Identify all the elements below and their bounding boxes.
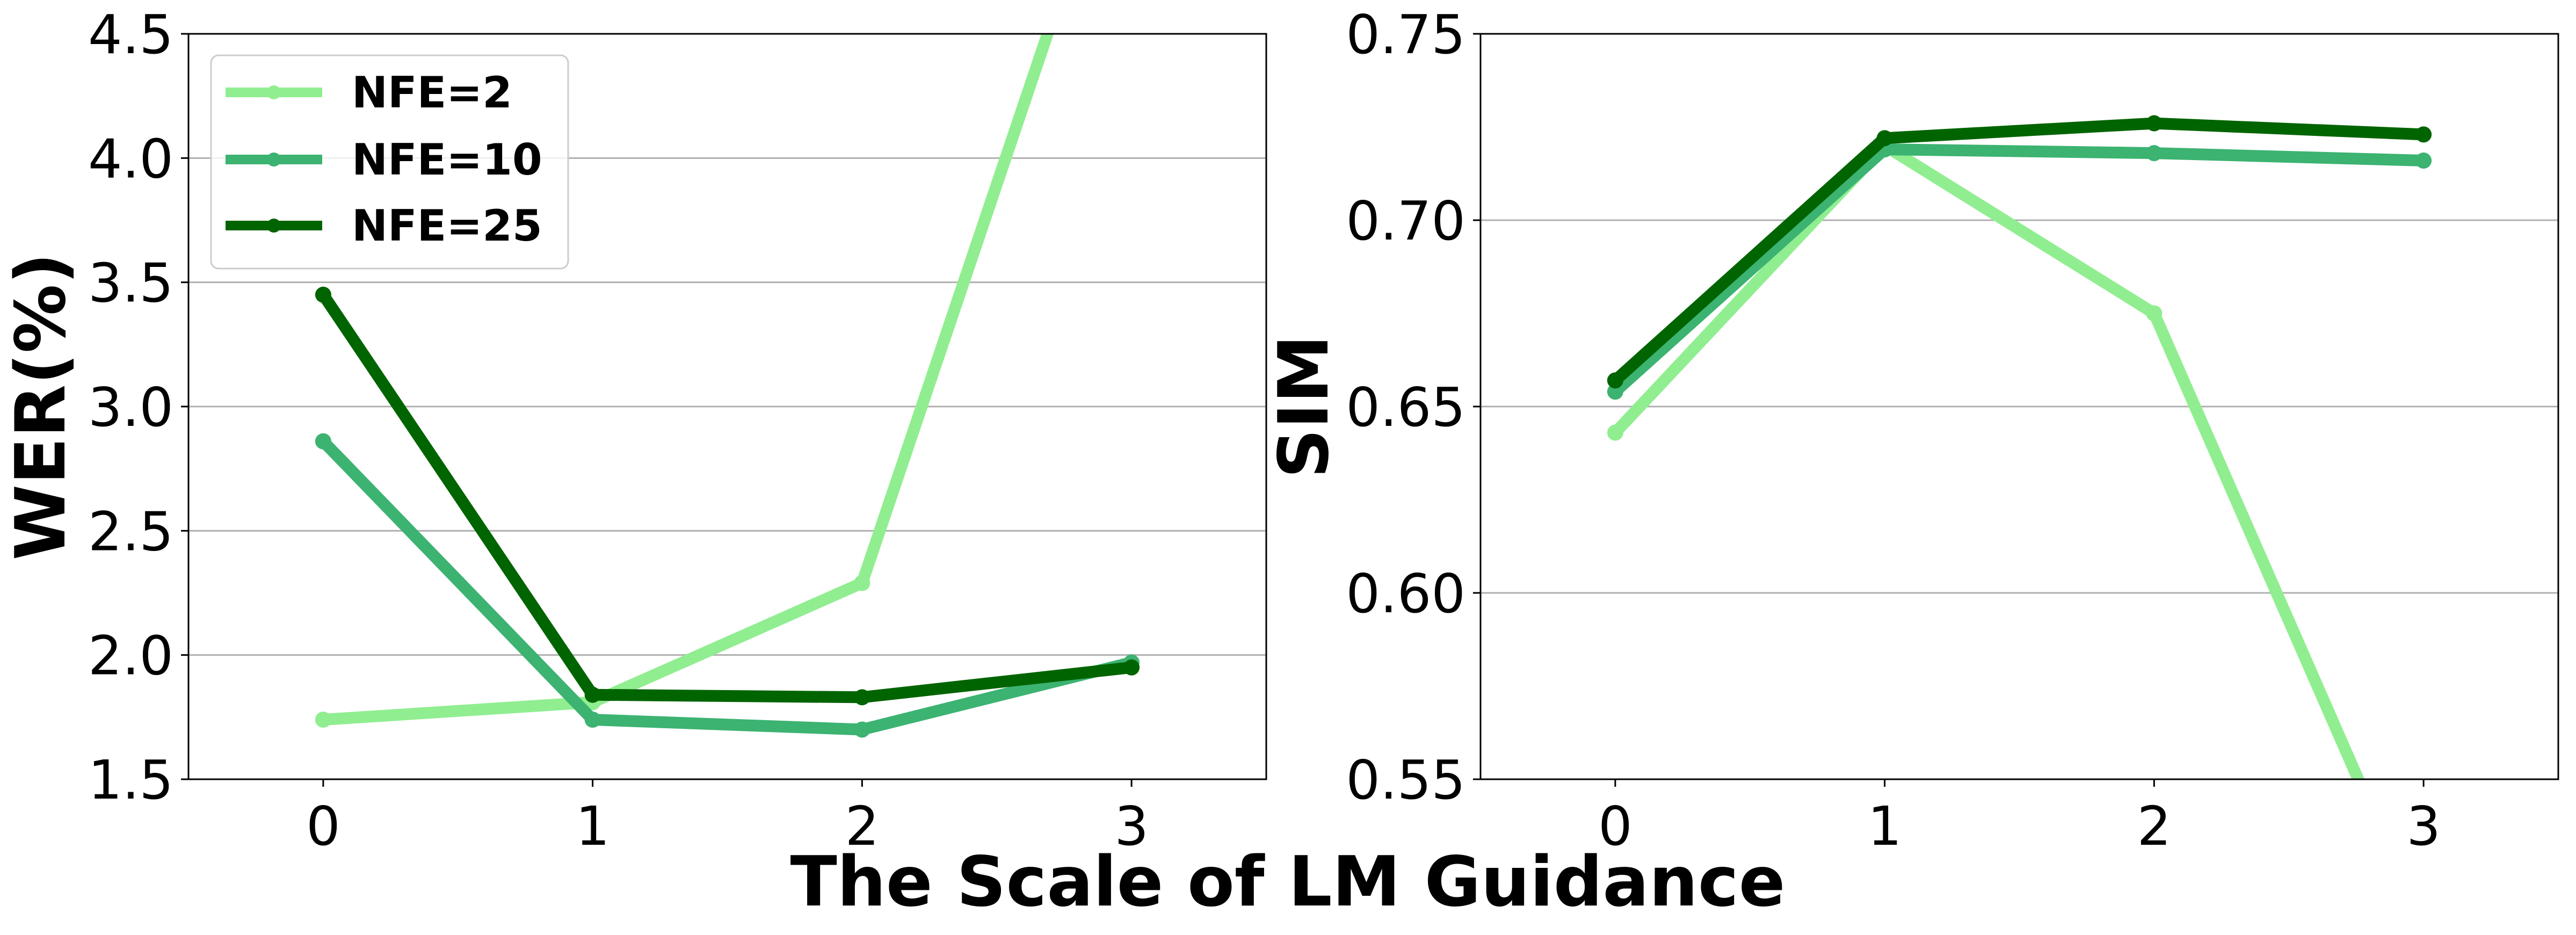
wer-series-line-nfe-10 (318, 437, 1133, 736)
sim-y-tick-label-0-60: 0.60 (1346, 562, 1465, 625)
legend-box (210, 54, 569, 270)
legend-entry-nfe-10: NFE=10 (226, 135, 542, 185)
sim-point-nfe-2-x3 (2415, 920, 2432, 935)
sim-x-tick-label-3: 3 (2406, 795, 2441, 858)
wer-point-nfe-25-x2 (854, 689, 870, 706)
sim-y-tick-label-0-55: 0.55 (1346, 749, 1465, 811)
legend-label-nfe-25: NFE=25 (352, 201, 542, 251)
wer-y-tick-label-3-5: 3.5 (88, 252, 173, 315)
sim-y-ticks: 0.55 0.60 0.65 0.70 0.75 (1346, 3, 1481, 811)
wer-y-tick-label-2-0: 2.0 (88, 625, 173, 687)
wer-y-tick-label-3-0: 3.0 (88, 376, 173, 439)
sim-plot-area (1607, 115, 2432, 935)
wer-series-line-nfe-25 (318, 291, 1133, 704)
shared-x-axis-title: The Scale of LM Guidance (790, 842, 1785, 922)
wer-series-group (315, 34, 1140, 738)
legend-entry-nfe-2: NFE=2 (226, 68, 512, 118)
sim-y-tick-label-0-70: 0.70 (1346, 190, 1465, 252)
legend-label-nfe-2: NFE=2 (352, 68, 512, 118)
sim-x-tick-label-2: 2 (2137, 795, 2172, 858)
wer-point-nfe-10-x1 (584, 711, 601, 728)
sim-point-nfe-25-x2 (2146, 115, 2163, 132)
sim-y-tick-label-0-75: 0.75 (1346, 3, 1465, 66)
sim-point-nfe-10-x2 (2146, 145, 2163, 162)
sim-point-nfe-25-x3 (2415, 126, 2432, 143)
sim-y-tick-label-0-65: 0.65 (1346, 376, 1465, 439)
sim-point-nfe-10-x3 (2415, 152, 2432, 169)
legend: NFE=2 NFE=10 NFE=25 (210, 54, 569, 270)
wer-point-nfe-25-x1 (584, 686, 601, 703)
wer-series-line-nfe-2 (323, 34, 1054, 726)
wer-point-nfe-2-x0 (315, 711, 331, 728)
sim-series-line-nfe-10 (1611, 143, 2424, 396)
sim-x-tick-label-1: 1 (1868, 795, 1902, 858)
sim-y-axis-title: SIM (1264, 335, 1344, 478)
wer-point-nfe-2-x2 (854, 575, 870, 591)
wer-plot-area (315, 34, 1140, 738)
sim-point-nfe-25-x1 (1876, 130, 1893, 147)
sim-point-nfe-10-x0 (1607, 383, 1623, 400)
wer-x-tick-label-0: 0 (306, 795, 340, 858)
wer-point-nfe-25-x3 (1123, 659, 1140, 676)
sim-chart-panel: 0 1 2 3 0.55 0.60 0.65 0.70 0.75 SIM (1264, 3, 2559, 935)
wer-y-tick-label-2-5: 2.5 (88, 500, 173, 563)
wer-y-tick-label-1-5: 1.5 (88, 749, 173, 811)
wer-y-tick-label-4-0: 4.0 (88, 127, 173, 190)
legend-entry-nfe-25: NFE=25 (226, 201, 542, 251)
wer-y-ticks: 1.5 2.0 2.5 3.0 3.5 4.0 4.5 (88, 3, 188, 811)
sim-point-nfe-25-x0 (1607, 372, 1623, 389)
wer-point-nfe-25-x0 (315, 286, 331, 303)
wer-chart-panel: 0 1 2 3 1.5 2.0 2.5 3.0 3.5 4.0 4.5 WER(%) NFE=2 … (1, 3, 1267, 858)
wer-x-tick-label-1: 1 (576, 795, 610, 858)
sim-point-nfe-2-x2 (2146, 305, 2163, 322)
wer-x-tick-label-3: 3 (1114, 795, 1149, 858)
sim-series-line-nfe-2 (1610, 140, 2365, 779)
wer-point-nfe-10-x0 (315, 433, 331, 450)
sim-series-line-nfe-25 (1611, 117, 2424, 385)
wer-y-axis-title: WER(%) (1, 253, 81, 560)
sim-x-ticks: 0 1 2 3 (1598, 779, 2441, 858)
sim-point-nfe-2-x0 (1607, 424, 1623, 441)
sim-x-tick-label-0: 0 (1598, 795, 1632, 858)
wer-y-tick-label-4-5: 4.5 (88, 3, 173, 66)
wer-point-nfe-10-x2 (854, 721, 870, 738)
wer-x-tick-label-2: 2 (845, 795, 880, 858)
wer-x-ticks: 0 1 2 3 (306, 779, 1149, 858)
sim-series-group (1607, 115, 2432, 935)
legend-label-nfe-10: NFE=10 (352, 135, 542, 185)
